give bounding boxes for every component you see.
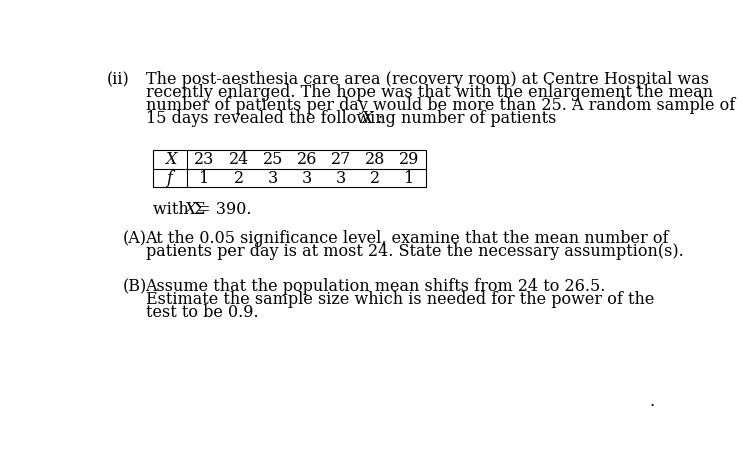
Text: = 390.: = 390. [192,201,252,218]
Text: (A): (A) [123,230,146,248]
Text: 3: 3 [267,169,278,187]
Text: 3: 3 [302,169,312,187]
Text: 29: 29 [399,151,419,168]
Text: Assume that the population mean shifts from 24 to 26.5.: Assume that the population mean shifts f… [146,278,606,295]
Text: 3: 3 [336,169,346,187]
Text: 23: 23 [194,151,215,168]
Text: At the 0.05 significance level, examine that the mean number of: At the 0.05 significance level, examine … [146,230,669,248]
Text: 1: 1 [199,169,210,187]
Text: (B): (B) [123,278,146,295]
Text: 27: 27 [331,151,351,168]
Text: number of patients per day would be more than 25. A random sample of: number of patients per day would be more… [146,97,735,114]
Text: Estimate the sample size which is needed for the power of the: Estimate the sample size which is needed… [146,291,654,308]
Text: (ii): (ii) [107,71,129,88]
Text: X: X [184,201,195,218]
Text: 2: 2 [233,169,244,187]
Text: The post-aesthesia care area (recovery room) at Centre Hospital was: The post-aesthesia care area (recovery r… [146,71,709,88]
Bar [153,150,426,187]
Text: 26: 26 [296,151,317,168]
Text: test to be 0.9.: test to be 0.9. [146,304,259,321]
Text: recently enlarged. The hope was that with the enlargement the mean: recently enlarged. The hope was that wit… [146,84,713,101]
Text: X: X [165,151,176,168]
Text: patients per day is at most 24. State the necessary assumption(s).: patients per day is at most 24. State th… [146,243,684,260]
Text: .: . [649,393,655,410]
Text: 15 days revealed the following number of patients: 15 days revealed the following number of… [146,110,561,127]
Text: 28: 28 [365,151,385,168]
Text: 24: 24 [228,151,249,168]
Text: X :: X : [360,110,383,127]
Text: 1: 1 [404,169,414,187]
Text: 25: 25 [262,151,283,168]
Text: with Σ: with Σ [153,201,206,218]
Text: f: f [167,169,173,187]
Text: 2: 2 [370,169,380,187]
